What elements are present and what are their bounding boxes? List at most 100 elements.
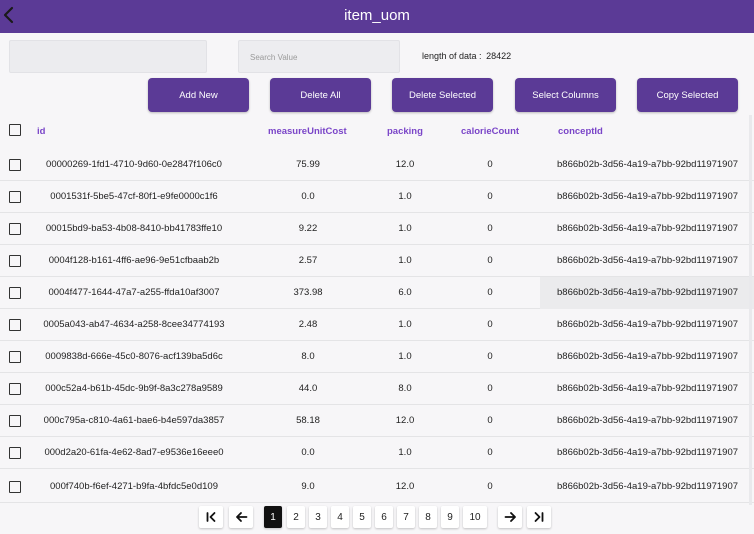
cell-measure-unit-cost: 2.57 bbox=[298, 255, 318, 266]
cell-packing: 1.0 bbox=[398, 223, 412, 234]
cell-calorie-count: 0 bbox=[487, 159, 493, 170]
cell-id: 0005a043-ab47-4634-a258-8cee34774193 bbox=[43, 319, 225, 330]
page-button[interactable]: 10 bbox=[463, 506, 487, 528]
page-button[interactable]: 4 bbox=[331, 506, 349, 528]
column-header-measure-unit-cost[interactable]: measureUnitCost bbox=[268, 126, 347, 137]
cell-calorie-count: 0 bbox=[487, 383, 493, 394]
cell-packing: 1.0 bbox=[398, 319, 412, 330]
column-header-calorie-count[interactable]: calorieCount bbox=[461, 126, 520, 137]
cell-id: 000c52a4-b61b-45dc-9b9f-8a3c278a9589 bbox=[45, 383, 223, 394]
row-checkbox[interactable] bbox=[9, 191, 21, 203]
cell-packing: 12.0 bbox=[395, 481, 415, 492]
data-length-info: length of data : 28422 bbox=[420, 51, 511, 61]
row-checkbox[interactable] bbox=[9, 481, 21, 493]
cell-concept-id: b866b02b-3d56-4a19-a7bb-92bd11971907 bbox=[557, 319, 739, 330]
last-page-button[interactable] bbox=[527, 506, 551, 528]
cell-concept-id: b866b02b-3d56-4a19-a7bb-92bd11971907 bbox=[557, 255, 739, 266]
page-button[interactable]: 3 bbox=[309, 506, 327, 528]
page-button[interactable]: 2 bbox=[287, 506, 305, 528]
page-button[interactable]: 7 bbox=[397, 506, 415, 528]
cell-packing: 12.0 bbox=[395, 159, 415, 170]
table-row[interactable]: 0009838d-666e-45c0-8076-acf139ba5d6c 8.0… bbox=[0, 341, 754, 373]
column-header-id[interactable]: id bbox=[37, 126, 46, 137]
cell-calorie-count: 0 bbox=[487, 351, 493, 362]
cell-measure-unit-cost: 44.0 bbox=[298, 383, 318, 394]
cell-measure-unit-cost: 0.0 bbox=[301, 191, 315, 202]
cell-calorie-count: 0 bbox=[487, 191, 493, 202]
table-row[interactable]: 0005a043-ab47-4634-a258-8cee34774193 2.4… bbox=[0, 309, 754, 341]
cell-packing: 8.0 bbox=[398, 383, 412, 394]
cell-concept-id: b866b02b-3d56-4a19-a7bb-92bd11971907 bbox=[557, 191, 739, 202]
delete-all-button[interactable]: Delete All bbox=[270, 78, 371, 112]
cell-calorie-count: 0 bbox=[487, 223, 493, 234]
table-row[interactable]: 0004f128-b161-4ff6-ae96-9e51cfbaab2b 2.5… bbox=[0, 245, 754, 277]
table-row[interactable]: 0004f477-1644-47a7-a255-ffda10af3007 373… bbox=[0, 277, 754, 309]
add-new-button[interactable]: Add New bbox=[148, 78, 249, 112]
select-all-checkbox[interactable] bbox=[9, 124, 21, 136]
table-row[interactable]: 00000269-1fd1-4710-9d60-0e2847f106c0 75.… bbox=[0, 149, 754, 181]
cell-measure-unit-cost: 58.18 bbox=[296, 415, 320, 426]
table-row[interactable]: 000c52a4-b61b-45dc-9b9f-8a3c278a9589 44.… bbox=[0, 373, 754, 405]
cell-packing: 1.0 bbox=[398, 447, 412, 458]
select-columns-button[interactable]: Select Columns bbox=[515, 78, 616, 112]
cell-measure-unit-cost: 2.48 bbox=[298, 319, 318, 330]
row-checkbox[interactable] bbox=[9, 255, 21, 267]
search-input[interactable]: Search Value bbox=[238, 40, 400, 73]
table-row[interactable]: 000d2a20-61fa-4e62-8ad7-e9536e16eee0 0.0… bbox=[0, 437, 754, 469]
cell-concept-id: b866b02b-3d56-4a19-a7bb-92bd11971907 bbox=[557, 159, 739, 170]
column-header-concept-id[interactable]: conceptId bbox=[558, 126, 603, 137]
cell-measure-unit-cost: 8.0 bbox=[301, 351, 315, 362]
delete-selected-button[interactable]: Delete Selected bbox=[392, 78, 493, 112]
copy-selected-button[interactable]: Copy Selected bbox=[637, 78, 738, 112]
table-row[interactable]: 000c795a-c810-4a61-bae6-b4e597da3857 58.… bbox=[0, 405, 754, 437]
row-checkbox[interactable] bbox=[9, 223, 21, 235]
cell-packing: 12.0 bbox=[395, 415, 415, 426]
row-checkbox[interactable] bbox=[9, 415, 21, 427]
first-page-icon bbox=[205, 511, 217, 523]
cell-id: 000f740b-f6ef-4271-b9fa-4bfdc5e0d109 bbox=[50, 481, 218, 492]
cell-id: 000d2a20-61fa-4e62-8ad7-e9536e16eee0 bbox=[44, 447, 224, 458]
cell-calorie-count: 0 bbox=[487, 287, 493, 298]
page-title: item_uom bbox=[344, 7, 410, 24]
table-row[interactable]: 000f740b-f6ef-4271-b9fa-4bfdc5e0d109 9.0… bbox=[0, 469, 754, 503]
last-page-icon bbox=[533, 511, 545, 523]
page-button[interactable]: 5 bbox=[353, 506, 371, 528]
column-header-packing[interactable]: packing bbox=[387, 126, 423, 137]
cell-calorie-count: 0 bbox=[487, 415, 493, 426]
previous-page-button[interactable] bbox=[229, 506, 253, 528]
row-checkbox[interactable] bbox=[9, 159, 21, 171]
cell-id: 000c795a-c810-4a61-bae6-b4e597da3857 bbox=[43, 415, 225, 426]
cell-packing: 1.0 bbox=[398, 351, 412, 362]
row-checkbox[interactable] bbox=[9, 351, 21, 363]
cell-concept-id: b866b02b-3d56-4a19-a7bb-92bd11971907 bbox=[557, 447, 739, 458]
data-length-value: 28422 bbox=[486, 51, 512, 61]
first-page-button[interactable] bbox=[199, 506, 223, 528]
cell-measure-unit-cost: 373.98 bbox=[293, 287, 323, 298]
page-button[interactable]: 1 bbox=[264, 506, 282, 528]
cell-id: 0004f128-b161-4ff6-ae96-9e51cfbaab2b bbox=[48, 255, 220, 266]
page-button[interactable]: 6 bbox=[375, 506, 393, 528]
cell-calorie-count: 0 bbox=[487, 255, 493, 266]
cell-packing: 1.0 bbox=[398, 191, 412, 202]
cell-id: 00000269-1fd1-4710-9d60-0e2847f106c0 bbox=[46, 159, 222, 170]
cell-measure-unit-cost: 0.0 bbox=[301, 447, 315, 458]
cell-calorie-count: 0 bbox=[487, 447, 493, 458]
table-row[interactable]: 0001531f-5be5-47cf-80f1-e9fe0000c1f6 0.0… bbox=[0, 181, 754, 213]
row-checkbox[interactable] bbox=[9, 319, 21, 331]
cell-id: 0004f477-1644-47a7-a255-ffda10af3007 bbox=[48, 287, 220, 298]
table-row[interactable]: 00015bd9-ba53-4b08-8410-bb41783ffe10 9.2… bbox=[0, 213, 754, 245]
page-button[interactable]: 9 bbox=[441, 506, 459, 528]
row-checkbox[interactable] bbox=[9, 447, 21, 459]
back-button[interactable] bbox=[2, 5, 22, 27]
cell-id: 00015bd9-ba53-4b08-8410-bb41783ffe10 bbox=[45, 223, 223, 234]
next-page-button[interactable] bbox=[498, 506, 522, 528]
cell-concept-id: b866b02b-3d56-4a19-a7bb-92bd11971907 bbox=[557, 481, 739, 492]
cell-concept-id: b866b02b-3d56-4a19-a7bb-92bd11971907 bbox=[557, 223, 739, 234]
page-button[interactable]: 8 bbox=[419, 506, 437, 528]
filter-field[interactable] bbox=[9, 40, 207, 73]
table-scrollbar[interactable] bbox=[749, 115, 752, 505]
cell-calorie-count: 0 bbox=[487, 319, 493, 330]
cell-measure-unit-cost: 9.0 bbox=[301, 481, 315, 492]
row-checkbox[interactable] bbox=[9, 287, 21, 299]
row-checkbox[interactable] bbox=[9, 383, 21, 395]
